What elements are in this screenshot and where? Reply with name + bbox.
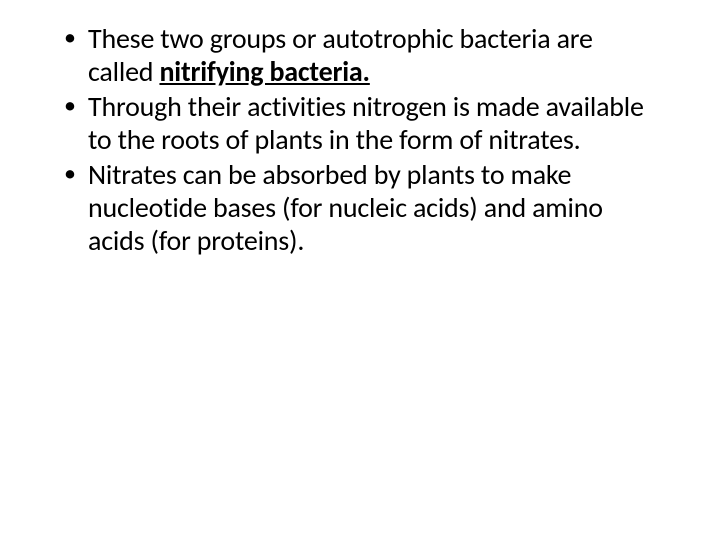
bullet-list: These two groups or autotrophic bacteria…	[60, 22, 660, 257]
bullet-text-leading: Nitrates can be absorbed by plants to ma…	[88, 157, 603, 258]
list-item: Nitrates can be absorbed by plants to ma…	[88, 158, 660, 257]
slide-body: These two groups or autotrophic bacteria…	[0, 0, 720, 540]
list-item: These two groups or autotrophic bacteria…	[88, 22, 660, 88]
list-item: Through their activities nitrogen is mad…	[88, 90, 660, 156]
bullet-text-leading: Through their activities nitrogen is mad…	[88, 89, 644, 157]
bullet-text-emphasis: nitrifying bacteria.	[159, 54, 369, 89]
